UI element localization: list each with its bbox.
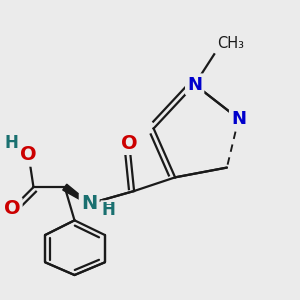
- Text: N: N: [231, 110, 246, 128]
- Polygon shape: [63, 184, 90, 205]
- Text: N: N: [81, 194, 97, 213]
- Text: O: O: [20, 146, 37, 164]
- Text: CH₃: CH₃: [217, 36, 244, 51]
- Text: O: O: [4, 199, 20, 218]
- Text: −: −: [105, 200, 115, 210]
- Text: O: O: [121, 134, 137, 153]
- Text: N: N: [187, 76, 202, 94]
- Text: H: H: [101, 201, 115, 219]
- Text: H: H: [4, 134, 18, 152]
